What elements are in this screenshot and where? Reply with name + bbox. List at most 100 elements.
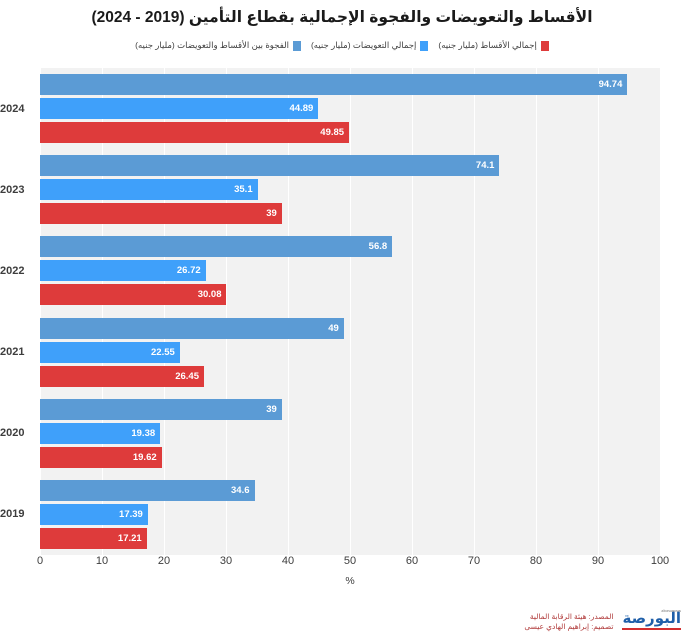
x-axis-title: % [345,575,355,587]
bar[interactable]: 26.72 [40,260,206,282]
legend-label-claims: إجمالي التعويضات (مليار جنيه) [310,40,417,50]
bar[interactable]: 49.85 [40,122,350,144]
year-label: 2019 [0,508,25,521]
bar-row: 44.89 [40,98,660,120]
x-axis-tick-label: 30 [219,555,233,567]
bar-group: 34.6 17.39 17.21 [40,477,660,551]
bar-row: 30.08 [40,284,660,306]
bar[interactable]: 39 [40,203,282,225]
x-axis-tick-label: 60 [405,555,419,567]
x-axis-ticks: 0 10 20 30 40 50 60 70 80 90 100 [36,555,669,573]
bar-value-label: 94.74 [598,79,623,91]
year-label: 2023 [0,183,25,196]
legend-swatch-claims [420,40,429,51]
bar-group: 56.8 26.72 30.08 [40,234,660,308]
legend-item-gap[interactable]: الفجوة بين الأقساط والتعويضات (مليار جني… [135,40,301,51]
bar[interactable]: 19.62 [40,446,162,468]
bar[interactable]: 17.39 [40,503,148,525]
bar-value-label: 74.1 [475,160,495,172]
y-axis-tick: 2021 [0,315,40,389]
year-label: 2021 [0,346,25,359]
legend-item-premiums[interactable]: إجمالي الأقساط (مليار جنيه) [438,40,549,51]
bar-value-label: 17.39 [119,508,143,520]
bar-value-label: 26.72 [176,265,201,277]
y-axis-tick: 2023 [0,153,40,227]
x-axis-tick-label: 50 [343,555,357,567]
bar[interactable]: 44.89 [40,98,319,120]
bar-value-label: 19.38 [131,427,156,439]
bar-group: 49 22.55 26.45 [40,315,660,389]
bar[interactable]: 30.08 [40,284,227,306]
x-axis-tick-label: 40 [281,555,295,567]
y-axis-tick: 2019 [0,477,40,551]
y-axis-tick: 2020 [0,396,40,470]
bar[interactable]: 94.74 [40,74,628,96]
logo-underline [622,628,681,630]
bar-group: 94.74 44.89 49.85 [40,72,660,146]
bar[interactable]: 22.55 [40,341,180,363]
footer-source: المصدر: هيئة الرقابة المالية [529,612,614,622]
x-axis-tick-label: 70 [467,555,481,567]
bar[interactable]: 17.21 [40,527,147,549]
legend-swatch-premiums [540,40,549,51]
bar-row: 19.38 [40,422,660,444]
bar-value-label: 56.8 [368,241,388,253]
bar[interactable]: 19.38 [40,422,161,444]
bar-value-label: 19.62 [132,451,157,463]
bar-row: 35.1 [40,179,660,201]
gridline [660,68,661,555]
bar-value-label: 44.89 [289,103,314,115]
bar[interactable]: 35.1 [40,179,258,201]
x-axis-tick-label: 80 [529,555,543,567]
chart-footer: alborsaanews البورصة المصدر: هيئة الرقاب… [0,609,684,633]
x-axis-tick-label: 0 [36,555,44,567]
bar-row: 39 [40,398,660,420]
bar[interactable]: 39 [40,398,282,420]
bar-group: 74.1 35.1 39 [40,153,660,227]
year-label: 2020 [0,427,25,440]
y-axis-year-labels: 2024 2023 2022 2021 2020 2019 [0,68,40,555]
bar-row: 17.39 [40,503,660,525]
bar-value-label: 30.08 [197,289,222,301]
bar-row: 19.62 [40,446,660,468]
logo-tagline: alborsaanews [661,609,681,614]
bar-value-label: 35.1 [234,184,253,196]
year-label: 2024 [0,102,25,115]
y-axis-tick: 2022 [0,234,40,308]
x-axis-tick-label: 20 [157,555,171,567]
footer-design: تصميم: إبراهيم الهادي عيسى [524,622,614,632]
chart-title: الأقساط والتعويضات والفجوة الإجمالية بقط… [91,9,593,26]
bar[interactable]: 26.45 [40,365,204,387]
bar-row: 56.8 [40,236,660,258]
bar[interactable]: 34.6 [40,479,255,501]
bar[interactable]: 49 [40,317,344,339]
bar-row: 39 [40,203,660,225]
bar-row: 17.21 [40,527,660,549]
alborsa-logo: alborsaanews البورصة [619,609,684,633]
bar-row: 22.55 [40,341,660,363]
year-label: 2022 [0,264,25,277]
bar-row: 49 [40,317,660,339]
bar-value-label: 39 [266,403,277,415]
footer-credits: المصدر: هيئة الرقابة المالية تصميم: إبرا… [524,612,613,631]
y-axis-tick: 2024 [0,72,40,146]
legend-item-claims[interactable]: إجمالي التعويضات (مليار جنيه) [310,40,429,51]
legend-swatch-gap [292,40,301,51]
plot-area: 94.74 44.89 49.85 74.1 35.1 39 56.8 26.72 30.08 4… [40,68,661,555]
bar[interactable]: 74.1 [40,155,500,177]
bar-value-label: 39 [266,208,277,220]
bar-value-label: 22.55 [151,346,175,358]
bar[interactable]: 56.8 [40,236,393,258]
x-axis-tick-label: 100 [650,555,670,567]
legend-label-premiums: إجمالي الأقساط (مليار جنيه) [438,40,537,50]
x-axis-tick-label: 90 [591,555,605,567]
bar-row: 26.45 [40,365,660,387]
bar-row: 26.72 [40,260,660,282]
bar-value-label: 34.6 [231,484,250,496]
bar-row: 94.74 [40,74,660,96]
x-axis-tick-label: 10 [95,555,109,567]
chart-legend: الفجوة بين الأقساط والتعويضات (مليار جني… [0,40,684,51]
bar-value-label: 49.85 [320,127,345,139]
bar-row: 34.6 [40,479,660,501]
